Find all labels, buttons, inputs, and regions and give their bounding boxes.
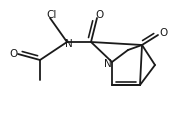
Text: N: N: [104, 59, 112, 69]
Text: O: O: [95, 10, 103, 20]
Text: Cl: Cl: [47, 10, 57, 20]
Text: O: O: [10, 49, 18, 59]
Text: O: O: [159, 28, 167, 38]
Text: N: N: [65, 39, 73, 49]
